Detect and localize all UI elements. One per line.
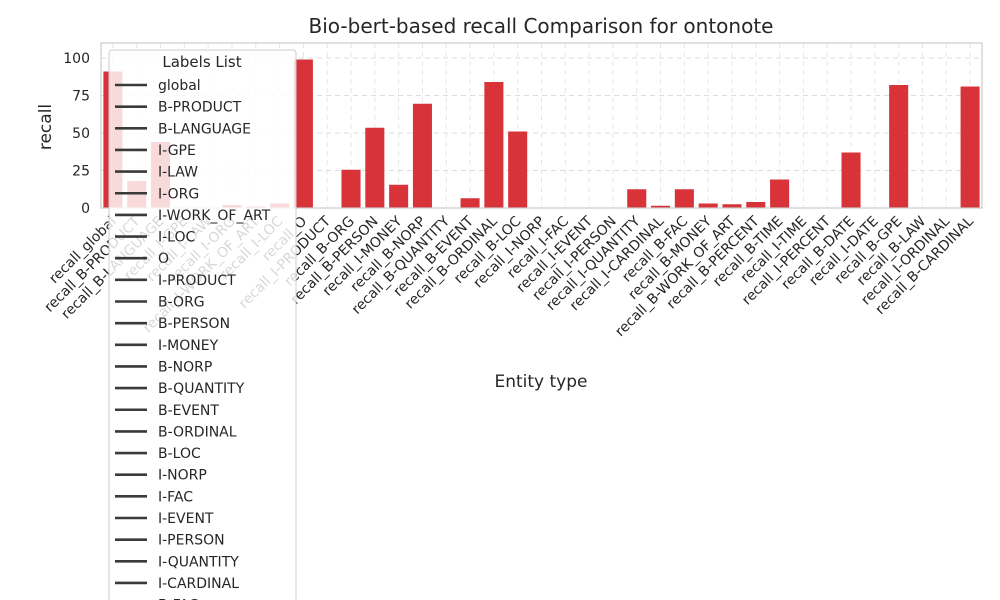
legend-label: I-QUANTITY — [158, 554, 239, 570]
bar — [698, 203, 718, 208]
legend-label: I-GPE — [158, 143, 196, 159]
legend-label: B-ORDINAL — [158, 424, 237, 440]
x-axis-label: Entity type — [494, 372, 587, 392]
legend-item: B-ORG — [115, 295, 205, 311]
legend-label: I-ORG — [158, 186, 199, 202]
y-tick-label: 75 — [72, 89, 90, 105]
legend-label: I-EVENT — [158, 511, 214, 527]
legend: Labels List global B-PRODUCT B-LANGUAGE I-G… — [108, 49, 297, 600]
y-ticks: 0 25 50 75 100 — [63, 51, 90, 217]
chart-title: Bio-bert-based recall Comparison for ont… — [309, 14, 774, 38]
bar — [389, 184, 409, 208]
bar — [651, 205, 671, 208]
bar — [889, 85, 909, 208]
legend-item: B-PRODUCT — [115, 100, 242, 116]
bar — [746, 202, 766, 208]
legend-label: I-FAC — [158, 489, 193, 505]
legend-label: B-QUANTITY — [158, 381, 245, 397]
legend-label: B-EVENT — [158, 403, 219, 419]
legend-label: I-WORK_OF_ART — [158, 208, 271, 224]
y-axis-label: recall — [36, 104, 56, 150]
bar — [508, 131, 528, 208]
legend-item: B-PERSON — [115, 316, 230, 332]
bar — [960, 86, 980, 208]
legend-item: I-GPE — [115, 143, 196, 159]
legend-item: I-WORK_OF_ART — [115, 208, 271, 224]
legend-label: I-LAW — [158, 165, 198, 181]
plot-frame — [100, 42, 983, 209]
legend-label: B-LOC — [158, 446, 201, 462]
legend-item: B-ORDINAL — [115, 424, 237, 440]
legend-item: I-PERSON — [115, 533, 225, 549]
legend-item: I-QUANTITY — [115, 554, 239, 570]
legend-label: B-ORG — [158, 295, 205, 311]
legend-label: B-LANGUAGE — [158, 121, 251, 137]
legend-item: I-FAC — [115, 489, 193, 505]
y-tick-label: 50 — [72, 126, 90, 142]
bar — [722, 204, 742, 208]
legend-item: I-LOC — [115, 230, 196, 246]
legend-title: Labels List — [162, 53, 241, 71]
legend-item: I-CARDINAL — [115, 576, 239, 592]
y-tick-label: 100 — [63, 51, 90, 67]
legend-item: I-PRODUCT — [115, 273, 236, 289]
legend-item: I-EVENT — [115, 511, 214, 527]
bar — [293, 59, 313, 208]
bar — [341, 169, 361, 208]
bar — [412, 103, 432, 208]
legend-label: I-MONEY — [158, 338, 219, 354]
legend-item: I-LAW — [115, 165, 198, 181]
bar — [365, 127, 385, 208]
bar — [770, 179, 790, 208]
bar — [841, 152, 861, 208]
legend-label: O — [158, 251, 169, 267]
legend-label: B-NORP — [158, 359, 212, 375]
legend-label: B-FAC — [158, 598, 199, 600]
legend-item: B-EVENT — [115, 403, 219, 419]
legend-item: I-ORG — [115, 186, 199, 202]
legend-item: B-QUANTITY — [115, 381, 245, 397]
legend-item: B-LOC — [115, 446, 201, 462]
bar — [460, 198, 480, 208]
bar — [674, 189, 694, 208]
legend-box — [108, 49, 297, 600]
legend-label: B-PRODUCT — [158, 100, 242, 116]
legend-label: I-CARDINAL — [158, 576, 239, 592]
y-tick-label: 0 — [81, 201, 90, 217]
legend-items: global B-PRODUCT B-LANGUAGE I-GPE I-LAW I-ORG… — [115, 78, 271, 600]
y-tick-label: 25 — [72, 164, 90, 180]
legend-label: I-PRODUCT — [158, 273, 236, 289]
legend-label: I-NORP — [158, 468, 207, 484]
legend-item: global — [115, 78, 201, 94]
bar — [484, 82, 504, 208]
legend-item: I-MONEY — [115, 338, 219, 354]
legend-item: O — [115, 251, 169, 267]
legend-label: I-PERSON — [158, 533, 225, 549]
legend-label: I-LOC — [158, 230, 196, 246]
legend-label: B-PERSON — [158, 316, 230, 332]
legend-item: B-NORP — [115, 359, 212, 375]
legend-item: B-LANGUAGE — [115, 121, 251, 137]
legend-label: global — [158, 78, 201, 94]
bar — [627, 189, 647, 208]
legend-item: I-NORP — [115, 468, 207, 484]
legend-item: B-FAC — [158, 598, 199, 600]
